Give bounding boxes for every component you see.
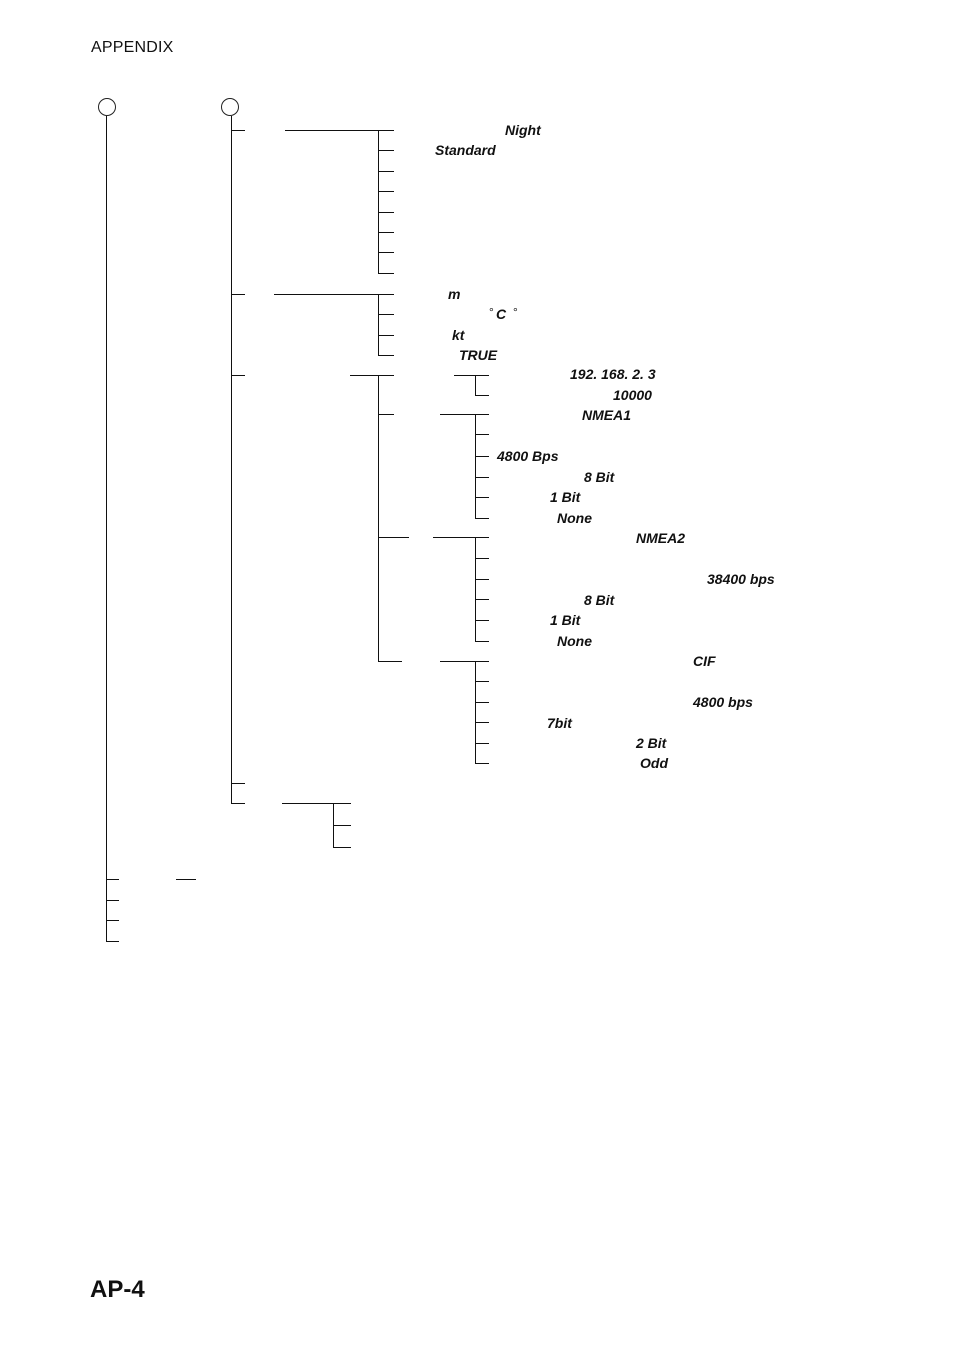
degree-mark-2: ° <box>513 305 518 319</box>
value-port3-format: CIF <box>693 653 716 669</box>
value-port3-data-bits: 7bit <box>547 715 572 731</box>
value-port1-baud: 4800 Bps <box>497 448 559 464</box>
value-ip-address: 192. 168. 2. 3 <box>570 366 656 382</box>
tree-submenu-node <box>221 98 239 116</box>
value-standard: Standard <box>435 142 496 158</box>
value-speed-unit: kt <box>452 327 465 343</box>
value-port2-format: NMEA2 <box>636 530 686 546</box>
value-night: Night <box>505 122 541 138</box>
value-bearing: TRUE <box>459 347 498 363</box>
section-header: APPENDIX <box>91 39 174 56</box>
value-port: 10000 <box>613 387 652 403</box>
value-temp-unit: C <box>496 306 507 322</box>
value-port1-stop-bits: 1 Bit <box>550 489 581 505</box>
value-port2-parity: None <box>557 633 592 649</box>
value-port1-parity: None <box>557 510 592 526</box>
value-port2-data-bits: 8 Bit <box>584 592 615 608</box>
page-number: AP-4 <box>90 1276 145 1303</box>
value-port2-stop-bits: 1 Bit <box>550 612 581 628</box>
value-port1-data-bits: 8 Bit <box>584 469 615 485</box>
value-port1-format: NMEA1 <box>582 407 632 423</box>
value-port3-parity: Odd <box>640 755 668 771</box>
value-port2-baud: 38400 bps <box>707 571 775 587</box>
value-depth-unit: m <box>448 286 461 302</box>
value-port3-baud: 4800 bps <box>693 694 753 710</box>
tree-root-node <box>98 98 116 116</box>
value-port3-stop-bits: 2 Bit <box>636 735 667 751</box>
degree-mark-1: ° <box>489 305 494 319</box>
